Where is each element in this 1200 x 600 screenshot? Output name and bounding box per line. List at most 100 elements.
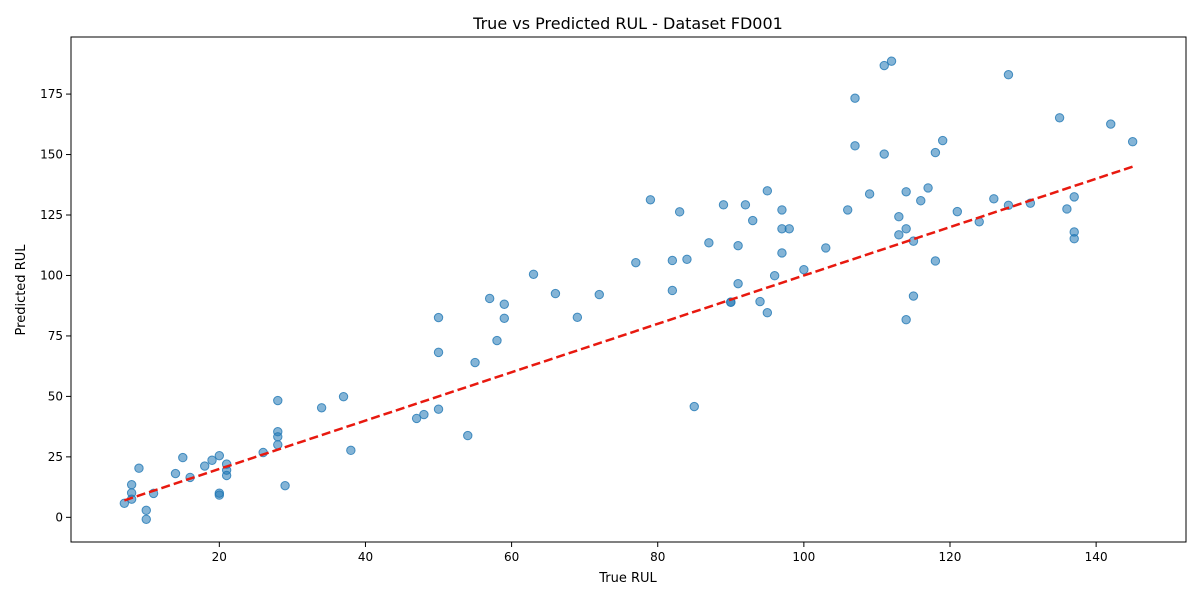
y-tick-label: 175 (40, 87, 63, 101)
data-point (550, 288, 561, 299)
data-point (528, 269, 539, 279)
data-point (214, 490, 225, 500)
data-point (894, 212, 904, 222)
data-point (777, 248, 787, 258)
data-point (755, 296, 765, 307)
x-tick-label: 60 (504, 550, 519, 564)
data-point (134, 463, 144, 473)
data-point (273, 440, 283, 450)
data-point (178, 452, 188, 463)
data-point (689, 401, 699, 412)
data-point (484, 293, 495, 304)
data-point (316, 403, 327, 413)
data-point (141, 505, 151, 516)
data-point (1003, 70, 1014, 80)
y-tick-label: 50 (48, 389, 63, 403)
data-point (273, 395, 283, 406)
data-point (930, 147, 941, 158)
y-tick-label: 25 (48, 450, 63, 464)
data-point (989, 194, 999, 204)
data-point (346, 445, 356, 456)
data-point (141, 514, 151, 524)
data-point (864, 189, 875, 199)
data-point (733, 278, 743, 289)
data-point (463, 430, 473, 441)
data-point (850, 141, 860, 151)
y-tick-label: 75 (48, 329, 63, 343)
data-point (777, 205, 787, 215)
data-point (433, 312, 444, 323)
data-point (916, 196, 926, 206)
data-point (769, 271, 780, 281)
ideal-line-layer (123, 165, 1134, 502)
chart-title: True vs Predicted RUL - Dataset FD001 (472, 14, 783, 33)
data-point (901, 187, 911, 197)
data-point (718, 200, 729, 210)
data-point (821, 243, 831, 253)
data-point (843, 205, 853, 215)
y-tick-label: 100 (40, 268, 63, 282)
data-point (740, 200, 751, 210)
data-point (200, 461, 210, 471)
data-point (572, 312, 583, 323)
x-axis-label: True RUL (598, 571, 657, 586)
data-point (1062, 204, 1072, 214)
data-point (901, 224, 911, 234)
data-point (214, 450, 225, 461)
data-point (930, 256, 941, 266)
data-point (908, 291, 919, 301)
data-point (784, 224, 794, 234)
data-point (879, 60, 889, 71)
y-axis-label: Predicted RUL (14, 244, 29, 336)
data-point (894, 230, 904, 240)
data-point (762, 186, 773, 196)
data-point (273, 432, 283, 442)
data-point (937, 135, 948, 146)
data-point (470, 357, 480, 368)
data-point (594, 289, 604, 300)
data-point (338, 391, 349, 402)
data-point (645, 195, 656, 205)
x-tick-label: 80 (650, 550, 665, 564)
points-layer (119, 56, 1138, 524)
data-point (682, 254, 692, 264)
x-tick-label: 20 (212, 550, 227, 564)
data-point (419, 409, 429, 420)
data-point (207, 455, 217, 465)
data-point (492, 335, 502, 346)
x-tick-label: 100 (792, 550, 815, 564)
ideal-prediction-line (123, 165, 1134, 502)
data-point (433, 347, 444, 358)
data-point (886, 56, 897, 66)
data-point (733, 241, 743, 251)
data-point (433, 404, 444, 414)
data-point (667, 285, 678, 296)
x-tick-label: 120 (939, 550, 962, 564)
y-tick-label: 125 (40, 208, 63, 222)
x-tick-label: 140 (1085, 550, 1108, 564)
data-point (1054, 113, 1065, 123)
data-point (499, 313, 509, 323)
data-point (748, 215, 758, 226)
data-point (411, 413, 422, 424)
data-point (1127, 137, 1138, 147)
data-point (923, 183, 933, 193)
data-point (762, 308, 773, 318)
data-point (901, 315, 911, 325)
data-point (1106, 119, 1116, 129)
ticks-layer: 20 40 60 80 100 120 140 0 25 50 75 100 125 150 175 (40, 87, 1107, 564)
data-point (631, 257, 641, 268)
data-point (799, 264, 809, 275)
data-point (667, 255, 678, 266)
data-point (221, 470, 232, 481)
data-point (170, 468, 181, 479)
x-tick-label: 40 (358, 550, 373, 564)
data-point (1069, 234, 1079, 244)
data-point (704, 238, 714, 248)
data-point (499, 299, 509, 309)
y-tick-label: 150 (40, 148, 63, 162)
data-point (850, 93, 860, 103)
data-point (879, 149, 889, 159)
